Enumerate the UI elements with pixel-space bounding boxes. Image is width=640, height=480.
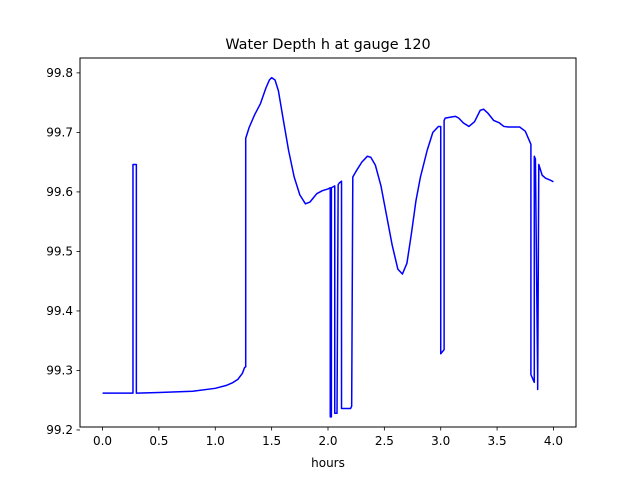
- x-tick-label: 0.5: [149, 434, 168, 448]
- y-tick-label: 99.6: [46, 185, 73, 199]
- x-tick-label: 1.0: [206, 434, 225, 448]
- y-tick-label: 99.7: [46, 125, 73, 139]
- chart-title: Water Depth h at gauge 120: [225, 37, 430, 53]
- x-tick-label: 2.0: [318, 434, 337, 448]
- x-tick-label: 0.0: [93, 434, 112, 448]
- x-axis-label: hours: [311, 456, 345, 470]
- x-tick-label: 3.0: [431, 434, 450, 448]
- y-tick-label: 99.2: [46, 423, 73, 437]
- plot-area: [102, 76, 554, 418]
- y-tick-label: 99.4: [46, 304, 73, 318]
- x-tick-label: 1.5: [262, 434, 281, 448]
- x-axis: 0.0 0.5 1.0 1.5 2.0 2.5 3.0 3.5 4.0: [93, 427, 563, 448]
- y-axis: 99.2 99.3 99.4 99.5 99.6 99.7 99.8: [46, 66, 80, 437]
- y-tick-label: 99.5: [46, 244, 73, 258]
- x-tick-label: 2.5: [375, 434, 394, 448]
- x-tick-label: 3.5: [488, 434, 507, 448]
- y-tick-label: 99.8: [46, 66, 73, 80]
- plot-frame: [79, 57, 577, 428]
- y-tick-label: 99.3: [46, 363, 73, 377]
- x-tick-label: 4.0: [544, 434, 563, 448]
- series-line-0: [102, 76, 554, 418]
